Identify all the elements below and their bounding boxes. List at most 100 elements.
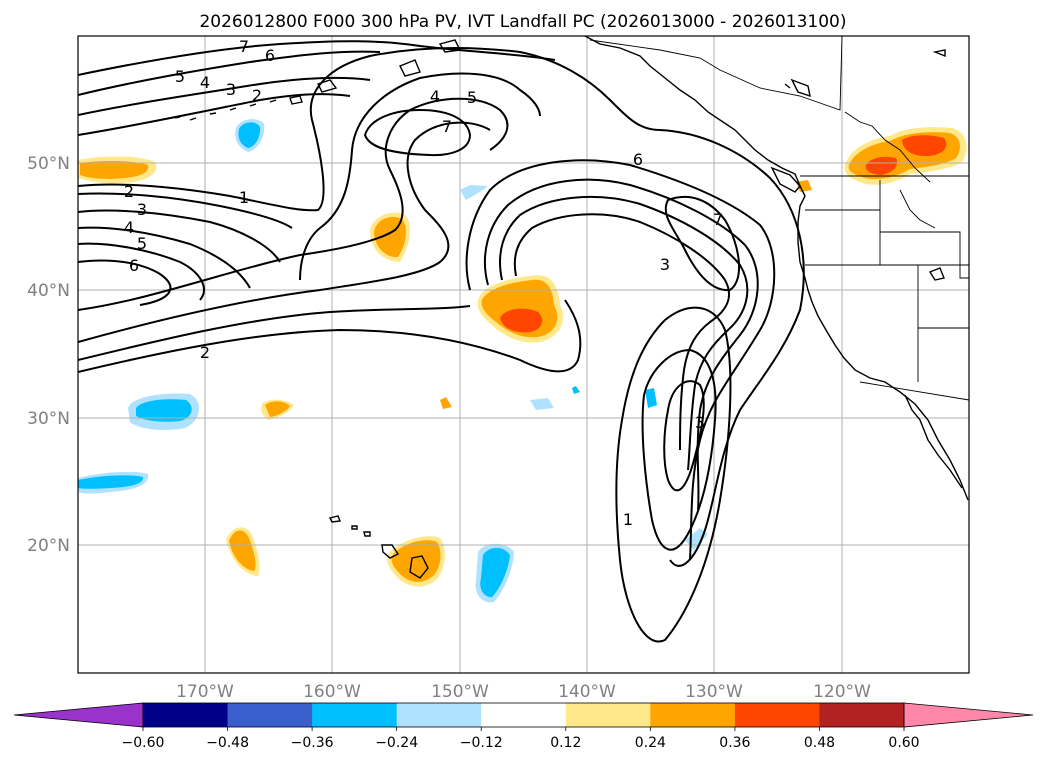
contour-line — [513, 213, 730, 451]
shade-patch — [572, 386, 580, 394]
lat-label: 20°N — [27, 536, 70, 556]
contour-label: 4 — [124, 218, 134, 237]
canada-border-ne — [589, 36, 843, 111]
contour-label: 5 — [467, 88, 477, 107]
latitude-labels: 50°N 40°N 30°N 20°N — [27, 154, 70, 556]
contour-line — [78, 76, 371, 116]
shade-patch — [229, 530, 256, 571]
island-east — [784, 49, 946, 281]
colorbar-tick-label: 0.36 — [719, 735, 750, 751]
lon-label: 150°W — [431, 682, 489, 702]
colorbar-segment — [481, 703, 567, 727]
contour-line — [641, 349, 717, 551]
contour-line — [78, 93, 351, 136]
contour-label: 6 — [265, 46, 275, 65]
contour-label: 2 — [200, 343, 210, 362]
borders — [589, 36, 969, 401]
shade-patch — [391, 540, 441, 582]
lon-label: 160°W — [303, 682, 361, 702]
lon-label: 170°W — [176, 682, 234, 702]
shade-patch — [530, 398, 554, 410]
contour-label: 7 — [442, 117, 452, 136]
shade-patch — [80, 160, 149, 179]
contour-label: 7 — [239, 37, 249, 56]
shade-patch — [265, 401, 290, 417]
shade-patch — [865, 156, 898, 175]
map-panel: 7 6 5 4 3 2 1 2 3 4 5 6 4 5 7 6 7 3 2 3 … — [78, 36, 969, 673]
contour-line — [78, 209, 281, 263]
map-frame — [77, 35, 970, 674]
contour-line — [664, 195, 741, 292]
contour-line — [78, 299, 582, 373]
contour-label: 3 — [137, 200, 147, 219]
longitude-labels: 170°W 160°W 150°W 140°W 130°W 120°W — [176, 682, 871, 702]
contour-line — [78, 50, 381, 96]
contour-line — [663, 380, 705, 492]
contour-label: 6 — [633, 150, 643, 169]
shade-patch — [460, 185, 488, 200]
vancouver-island — [770, 166, 801, 193]
positive-shading — [78, 127, 967, 587]
colorbar-segment — [396, 703, 482, 727]
baja-coast — [904, 394, 963, 489]
state-lines — [805, 180, 969, 401]
shade-patch — [645, 388, 657, 408]
colorbar-tick-label: 0.12 — [550, 735, 581, 751]
contour-label: 3 — [695, 413, 705, 432]
contour-line — [615, 306, 732, 643]
negative-shading — [78, 119, 708, 603]
colorbar-tick-label: 0.60 — [888, 735, 919, 751]
hawaii-islands — [328, 515, 429, 579]
colorbar-extend-low — [13, 702, 144, 728]
contour-label: 5 — [137, 234, 147, 253]
colorbar-tick-label: −0.60 — [122, 735, 165, 751]
lat-label: 30°N — [27, 409, 70, 429]
colorbar-frame — [142, 702, 905, 728]
contour-label: 4 — [200, 73, 210, 92]
chart-title: 2026012800 F000 300 hPa PV, IVT Landfall… — [199, 12, 846, 32]
contour-line — [364, 109, 471, 157]
colorbar-ticks: −0.60 −0.48 −0.36 −0.24 −0.12 0.12 0.24 0.36 0.4… — [122, 727, 920, 751]
colorbar-segment — [143, 703, 229, 727]
contour-line — [78, 97, 509, 311]
lat-label: 40°N — [27, 281, 70, 301]
contour-label: 6 — [129, 256, 139, 275]
colorbar-tick-label: −0.36 — [291, 735, 334, 751]
contour-line — [78, 40, 556, 76]
contour-label: 5 — [175, 67, 185, 86]
shade-patch — [440, 397, 452, 409]
coastlines — [174, 36, 969, 579]
colorbar-segment — [227, 703, 313, 727]
colorbar-segment — [650, 703, 736, 727]
colorbar-extend-high — [903, 702, 1034, 728]
contour-label: 2 — [124, 182, 134, 201]
colorbar: −0.60 −0.48 −0.36 −0.24 −0.12 0.12 0.24 0.36 0.4… — [13, 702, 1034, 751]
contour-label: 7 — [713, 210, 723, 229]
border-detail — [844, 111, 936, 229]
colorbar-tick-label: 0.48 — [804, 735, 835, 751]
lat-label: 50°N — [27, 154, 70, 174]
colorbar-segment — [312, 703, 398, 727]
lon-label: 120°W — [813, 682, 871, 702]
lon-label: 130°W — [685, 682, 743, 702]
graticule — [78, 36, 969, 673]
colorbar-segment — [565, 703, 651, 727]
shade-patch — [902, 135, 947, 157]
colorbar-tick-label: −0.48 — [206, 735, 249, 751]
contour-line — [299, 72, 541, 281]
shade-patch — [136, 399, 192, 422]
contour-labels: 7 6 5 4 3 2 1 2 3 4 5 6 4 5 7 6 7 3 2 3 … — [124, 37, 723, 529]
contour-line — [465, 159, 776, 561]
colorbar-tick-label: 0.24 — [635, 735, 666, 751]
colorbar-segment — [734, 703, 820, 727]
contour-line — [499, 195, 749, 471]
north-america-coast — [584, 36, 969, 501]
contour-line — [78, 192, 293, 229]
contour-label: 3 — [226, 80, 236, 99]
contour-label: 1 — [623, 510, 633, 529]
contour-label: 3 — [660, 255, 670, 274]
pv-contours — [78, 40, 805, 643]
contour-line — [78, 305, 471, 361]
contour-line — [78, 242, 205, 301]
